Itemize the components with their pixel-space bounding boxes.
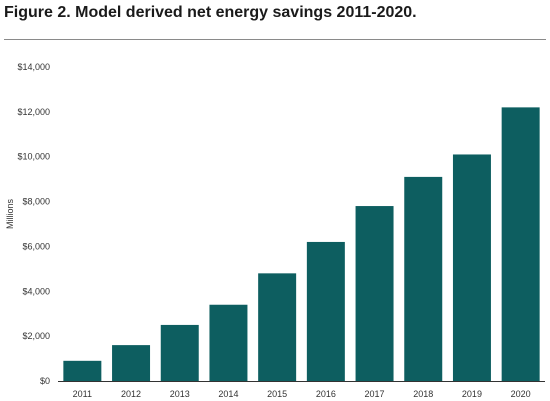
y-axis-label: Millions — [5, 199, 15, 230]
y-axis-ticks: $0 $2,000 $4,000 $6,000 $8,000 $10,000 $12,000… — [17, 62, 50, 386]
y-tick-label: $4,000 — [22, 286, 50, 296]
y-tick-label: $14,000 — [17, 62, 50, 72]
bar-2017 — [355, 206, 394, 381]
bar-2014 — [209, 304, 248, 381]
bars-group — [63, 107, 540, 381]
bar-2011 — [63, 360, 102, 381]
x-tick-label: 2014 — [218, 389, 238, 399]
x-tick-label: 2020 — [511, 389, 531, 399]
bar-2020 — [501, 107, 540, 381]
bar-2018 — [404, 176, 443, 381]
y-tick-label: $0 — [40, 376, 50, 386]
x-tick-label: 2012 — [121, 389, 141, 399]
x-tick-label: 2019 — [462, 389, 482, 399]
x-tick-label: 2016 — [316, 389, 336, 399]
x-tick-label: 2011 — [73, 389, 92, 399]
y-tick-label: $12,000 — [17, 107, 50, 117]
chart-title: Figure 2. Model derived net energy savin… — [4, 4, 417, 21]
x-tick-label: 2017 — [365, 389, 385, 399]
x-tick-label: 2015 — [267, 389, 287, 399]
bar-2013 — [160, 324, 199, 381]
bar-2019 — [452, 154, 491, 381]
y-tick-label: $2,000 — [22, 331, 50, 341]
title-divider — [4, 39, 546, 40]
x-axis-ticks: 2011 2012 2013 2014 2015 2016 2017 2018 2019 2020 — [73, 389, 531, 399]
bar-2015 — [258, 273, 297, 381]
y-tick-label: $8,000 — [22, 197, 50, 207]
y-tick-label: $10,000 — [17, 152, 50, 162]
bar-2012 — [112, 345, 151, 381]
x-tick-label: 2013 — [170, 389, 190, 399]
x-tick-label: 2018 — [413, 389, 433, 399]
bar-2016 — [306, 241, 345, 381]
y-tick-label: $6,000 — [22, 241, 50, 251]
